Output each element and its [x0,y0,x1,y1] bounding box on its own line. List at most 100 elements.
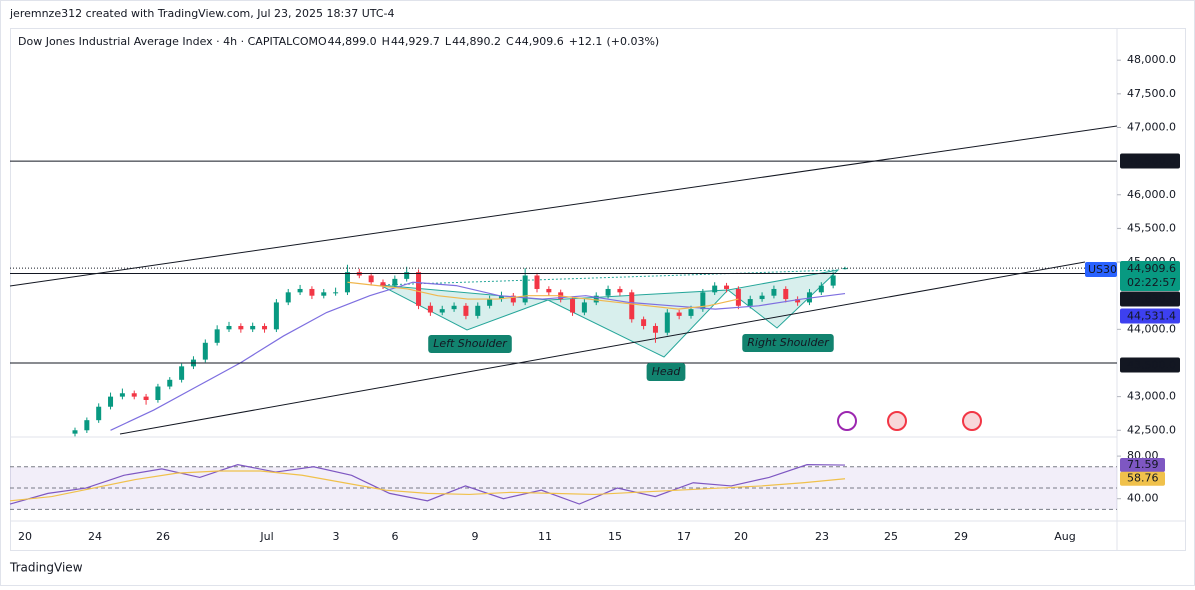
legend-value: 44,929.7 [391,35,440,48]
candle-body [250,325,256,330]
legend-value: 44,909.6 [515,35,564,48]
candle-body [641,319,647,326]
rsi-badge [1120,458,1165,473]
candle-body [262,325,268,330]
candle-body [830,275,836,286]
candle-body [771,288,777,296]
candle-body [688,309,694,316]
chart-frame [10,28,1186,551]
candle-body [179,366,185,380]
x-tick-label: 3 [333,530,340,543]
candle-body [451,305,457,310]
rsi-badge-label: 71.59 [1127,458,1159,471]
legend-value: 44,890.2 [452,35,501,48]
candle-body [167,379,173,387]
lower-trendline [119,261,1086,435]
level-label: 43,500.0 [1127,359,1176,372]
event-icon[interactable] [962,411,982,431]
chart-title: Dow Jones Industrial Average Index · 4h … [18,35,318,48]
candle-body [617,288,623,293]
legend-key: O [318,35,327,48]
candle-body [119,393,125,397]
candle-body [333,292,339,294]
candle-body [475,305,481,316]
x-tick-label: Aug [1054,530,1075,543]
level-label-box [1120,357,1180,373]
moving-average [347,281,739,310]
candle-body [652,325,658,333]
y-tick-label: 44,000.0 [1127,322,1176,335]
credit: jeremnze312 created with TradingView.com… [9,7,394,20]
candle-body [664,312,670,333]
candle-body [676,312,682,316]
candle-body [380,282,386,286]
candle-body [72,430,78,434]
rsi-badge-label: 58.76 [1127,472,1159,485]
y-tick-label: 45,500.0 [1127,221,1176,234]
annotation: Left Shoulder [433,337,508,350]
x-tick-label: 25 [884,530,898,543]
candle-body [202,342,208,360]
y-tick-label: 46,000.0 [1127,188,1176,201]
x-tick-label: 20 [18,530,32,543]
candle-body [581,302,587,313]
y-tick-label: 40.00 [1127,492,1159,505]
level-label-box [1120,153,1180,169]
candle-body [487,299,493,306]
event-icon[interactable] [887,411,907,431]
candle-body [273,302,279,330]
ma-label: 44,531.4 [1127,310,1176,323]
candle-body [427,305,433,313]
candle-body [806,292,812,303]
symbol: US30 [1088,263,1117,276]
neckline [379,269,839,286]
candle-body [510,295,516,303]
change-pct: (+0.03%) [606,35,659,48]
candle-body [629,292,635,320]
level-label: 46,500.0 [1127,155,1176,168]
x-tick-label: 11 [538,530,552,543]
annotation: Head [652,365,682,378]
candle-body [818,285,824,293]
candle-body [96,406,102,421]
candle-body [605,288,611,296]
candle-body [724,285,730,289]
candle-body [747,299,753,306]
candle-body [309,288,315,296]
candle-body [131,393,137,397]
x-tick-label: 26 [156,530,170,543]
last-price-label-box [1120,261,1180,291]
x-tick-label: 24 [88,530,102,543]
y-tick-label: 47,000.0 [1127,120,1176,133]
candle-body [522,275,528,303]
candle-body [108,396,114,407]
moving-average [110,281,846,431]
annotation: Right Shoulder [747,336,830,349]
candle-body [143,396,149,400]
candle-body [238,325,244,330]
candle-body [368,275,374,283]
candle-body [416,272,422,306]
legend-value: 44,899.0 [328,35,377,48]
candle-body [735,288,741,306]
candle-body [321,292,327,296]
candle-body [534,275,540,289]
ma-label-box [1120,308,1180,324]
legend-key: L [445,35,452,48]
rsi-line [9,470,846,502]
annotation-box [428,335,512,353]
x-tick-label: Jul [259,530,273,543]
level-label-box [1120,291,1180,307]
candle-body [546,288,552,293]
legend-key: H [382,35,390,48]
candle-body [404,272,410,279]
x-tick-label: 20 [734,530,748,543]
candle-body [392,278,398,286]
symbol-box [1085,262,1117,277]
event-icon[interactable] [837,411,857,431]
x-tick-label: 15 [608,530,622,543]
y-tick-label: 48,000.0 [1127,53,1176,66]
y-tick-label: 43,000.0 [1127,390,1176,403]
